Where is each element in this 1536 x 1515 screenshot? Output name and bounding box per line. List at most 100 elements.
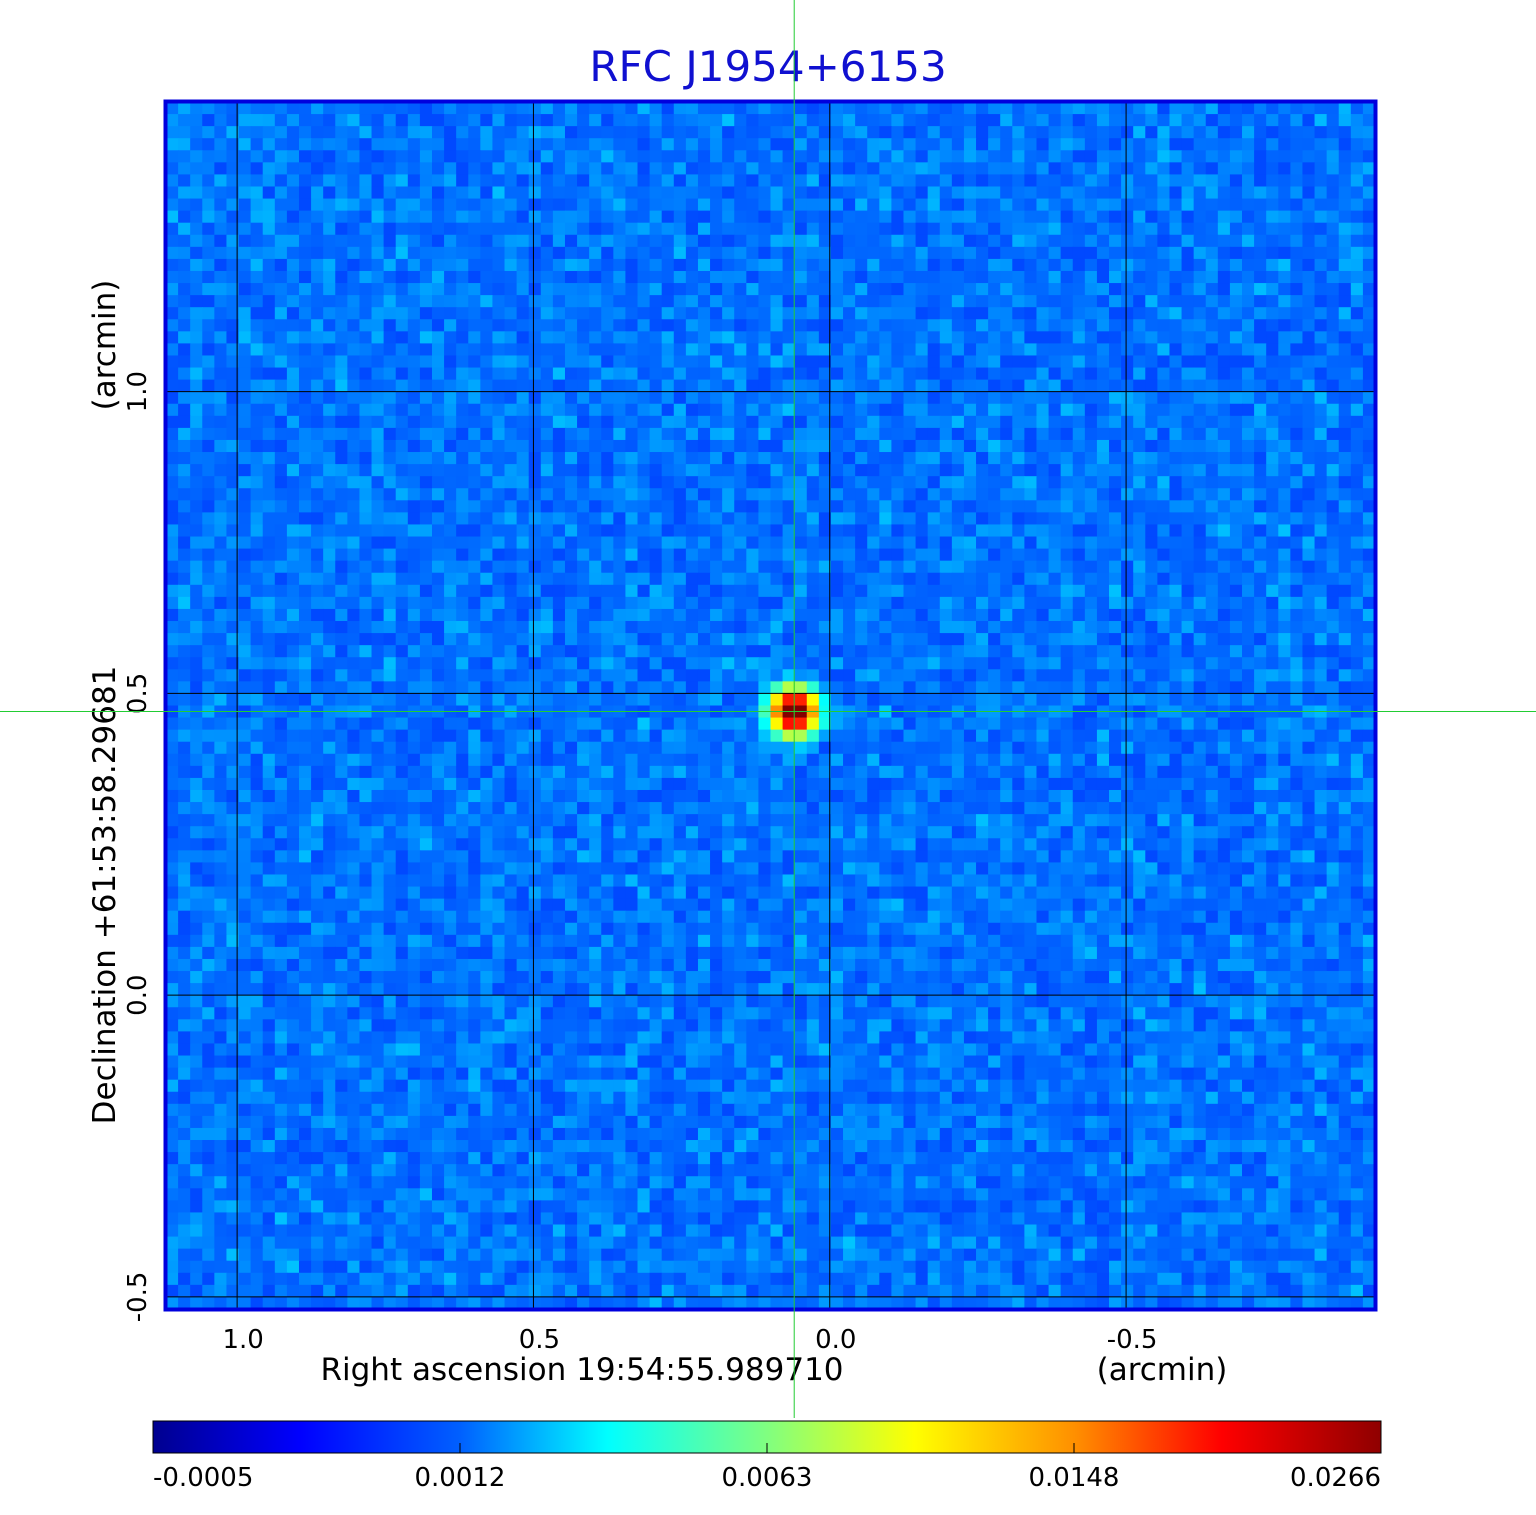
- image-pixel: [1242, 102, 1255, 115]
- image-pixel: [395, 596, 409, 610]
- image-pixel: [891, 488, 905, 501]
- image-pixel: [1084, 536, 1098, 550]
- image-pixel: [480, 669, 494, 682]
- image-pixel: [649, 210, 663, 224]
- image-pixel: [903, 645, 917, 658]
- image-pixel: [1217, 657, 1231, 670]
- image-pixel: [770, 258, 784, 272]
- image-pixel: [661, 524, 675, 538]
- image-pixel: [1254, 572, 1267, 586]
- image-pixel: [480, 198, 494, 212]
- image-pixel: [311, 283, 324, 296]
- image-pixel: [1169, 391, 1183, 405]
- image-pixel: [1217, 246, 1231, 260]
- image-pixel: [1338, 270, 1352, 284]
- image-pixel: [818, 150, 832, 163]
- image-pixel: [564, 210, 578, 224]
- image-pixel: [722, 138, 735, 151]
- image-pixel: [359, 464, 373, 477]
- image-pixel: [1060, 138, 1074, 151]
- image-pixel: [1024, 403, 1038, 417]
- image-pixel: [903, 295, 917, 308]
- image-pixel: [722, 246, 735, 260]
- image-pixel: [552, 548, 566, 562]
- image-pixel: [1217, 548, 1231, 562]
- image-pixel: [1072, 379, 1086, 393]
- image-pixel: [1169, 355, 1183, 369]
- image-pixel: [347, 138, 361, 151]
- image-pixel: [190, 524, 203, 538]
- image-pixel: [903, 512, 917, 526]
- image-pixel: [262, 126, 276, 139]
- image-pixel: [734, 295, 747, 308]
- image-pixel: [1060, 270, 1074, 284]
- image-pixel: [528, 319, 542, 332]
- image-pixel: [178, 102, 191, 115]
- image-pixel: [577, 198, 590, 212]
- image-pixel: [1314, 681, 1328, 695]
- image-pixel: [456, 186, 469, 200]
- image-pixel: [335, 427, 348, 441]
- image-pixel: [637, 584, 651, 598]
- image-pixel: [951, 331, 965, 344]
- image-pixel: [1145, 198, 1158, 212]
- image-pixel: [371, 608, 385, 622]
- image-pixel: [516, 150, 530, 163]
- image-pixel: [202, 572, 215, 586]
- image-pixel: [492, 102, 506, 115]
- image-pixel: [1362, 295, 1375, 308]
- image-pixel: [323, 102, 336, 115]
- image-pixel: [613, 584, 627, 598]
- image-pixel: [746, 427, 760, 441]
- image-pixel: [202, 681, 215, 695]
- image-pixel: [166, 500, 179, 513]
- image-pixel: [1314, 657, 1328, 670]
- image-pixel: [589, 114, 602, 127]
- image-pixel: [407, 367, 421, 381]
- image-pixel: [1145, 439, 1158, 453]
- image-pixel: [1096, 331, 1110, 344]
- image-pixel: [226, 246, 240, 260]
- image-pixel: [855, 367, 868, 381]
- image-pixel: [528, 246, 542, 260]
- image-pixel: [359, 234, 373, 248]
- image-pixel: [770, 536, 784, 550]
- image-pixel: [214, 681, 228, 695]
- image-pixel: [673, 669, 687, 682]
- image-pixel: [250, 295, 264, 308]
- image-pixel: [637, 234, 651, 248]
- image-pixel: [202, 355, 215, 369]
- image-pixel: [286, 331, 300, 344]
- image-pixel: [335, 572, 348, 586]
- image-pixel: [1121, 295, 1134, 308]
- image-pixel: [1133, 548, 1146, 562]
- image-pixel: [564, 476, 578, 489]
- image-pixel: [794, 222, 808, 236]
- image-pixel: [1036, 476, 1050, 489]
- image-pixel: [298, 500, 312, 513]
- image-pixel: [915, 186, 929, 200]
- image-pixel: [794, 633, 808, 646]
- image-pixel: [1145, 138, 1158, 151]
- image-pixel: [383, 439, 397, 453]
- image-pixel: [710, 488, 723, 501]
- image-pixel: [202, 452, 215, 465]
- image-pixel: [335, 439, 348, 453]
- image-pixel: [601, 307, 614, 320]
- image-pixel: [468, 608, 481, 622]
- image-pixel: [722, 367, 735, 381]
- image-pixel: [238, 270, 252, 284]
- image-pixel: [262, 669, 276, 682]
- image-pixel: [710, 391, 723, 405]
- image-pixel: [1133, 391, 1146, 405]
- image-pixel: [564, 669, 578, 682]
- image-pixel: [1048, 198, 1062, 212]
- image-pixel: [407, 283, 421, 296]
- image-pixel: [431, 621, 445, 634]
- image-pixel: [818, 270, 832, 284]
- image-pixel: [976, 693, 989, 707]
- image-pixel: [323, 560, 336, 574]
- image-pixel: [734, 283, 747, 296]
- image-pixel: [190, 657, 203, 670]
- image-pixel: [1133, 174, 1146, 188]
